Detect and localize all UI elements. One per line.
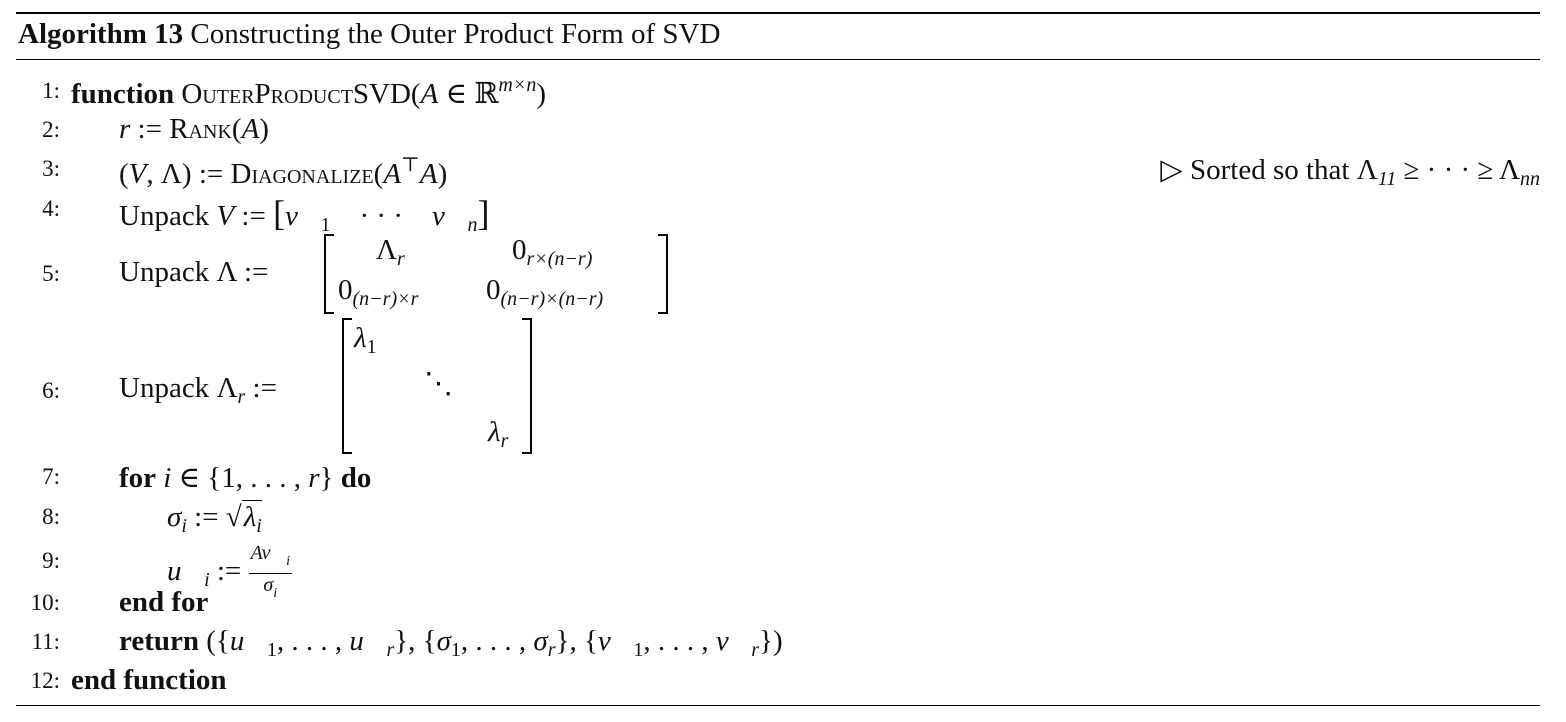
line-code: Unpack V := [v⃗1 · · · v⃗n] [119,193,490,236]
line-code: u⃗i := Av⃗i σi [167,542,292,601]
line-code: σi := √λi [167,500,262,537]
keyword-end-for: end for [119,586,209,618]
caption-label: Algorithm 13 [18,18,184,50]
keyword-do: do [340,462,372,494]
line-code: r := Rank(A) [119,113,269,145]
keyword-function: function [71,78,175,110]
comment-text: ▷ Sorted so that Λ [1160,154,1378,186]
line-number: 5: [42,261,60,286]
unpack-keyword: Unpack [119,372,210,404]
unpack-keyword: Unpack [119,200,210,232]
line-code: return ({u⃗1, . . . , u⃗r}, {σ1, . . . ,… [119,625,783,661]
function-name: OuterProductSVD [181,78,411,110]
line-number: 12: [30,668,60,693]
algorithm-line-5: 5: Unpack Λ := Λr 0r×(n−r) 0(n−r)×r 0(n−… [16,234,1540,316]
line-code: Unpack Λr := [119,372,277,408]
top-rule [16,12,1540,14]
unpack-keyword: Unpack [119,256,210,288]
line-number: 4: [42,196,60,221]
line-comment: ▷ Sorted so that Λ11 ≥ · · · ≥ Λnn [1160,154,1540,190]
line-number: 8: [42,504,60,529]
keyword-return: return [119,625,200,657]
line-number: 9: [42,548,60,573]
diagonalize-call: Diagonalize [230,158,374,190]
line-code: Unpack Λ := [119,256,269,288]
caption-rule [16,59,1540,60]
line-number: 6: [42,378,60,403]
line-number: 10: [30,590,60,615]
algorithm-line-6: 6: Unpack Λr := λ1 ⋱ λr [16,318,1540,458]
line-code: (V, Λ) := Diagonalize(A⊤A) [119,154,448,190]
bottom-rule [16,705,1540,706]
diagonal-matrix: λ1 ⋱ λr [342,318,532,454]
algorithm-caption: Algorithm 13 Constructing the Outer Prod… [18,18,720,51]
block-matrix: Λr 0r×(n−r) 0(n−r)×r 0(n−r)×(n−r) [324,234,668,314]
keyword-for: for [119,462,157,494]
line-number: 3: [42,156,60,181]
line-number: 11: [31,629,60,654]
rank-call: Rank [169,113,232,145]
line-code: for i ∈ {1, . . . , r} do [119,462,372,494]
line-number: 7: [42,464,60,489]
caption-title: Constructing the Outer Product Form of S… [190,18,721,50]
keyword-end-function: end function [71,664,227,696]
line-number: 2: [42,117,60,142]
line-number: 1: [42,78,60,103]
line-code: function OuterProductSVD(A ∈ ℝm×n) [71,74,547,110]
